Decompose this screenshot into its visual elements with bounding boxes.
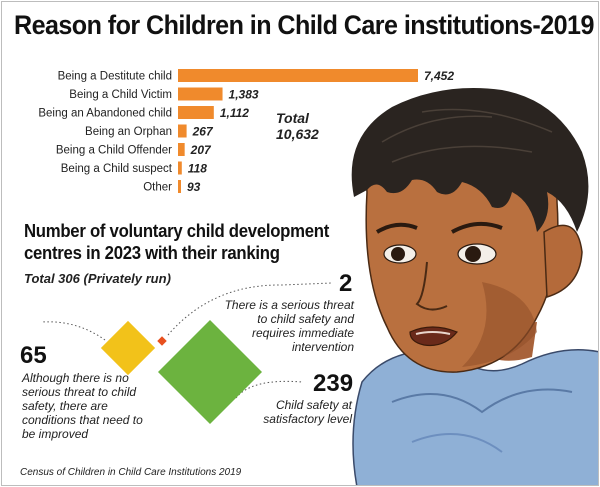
bar-value-label: 93 [187, 180, 201, 194]
total-label: Total [276, 110, 309, 126]
bar-value-label: 1,383 [229, 88, 259, 102]
bar [178, 87, 223, 101]
section-subtitle: Total 306 (Privately run) [24, 271, 171, 286]
bar-value-label: 7,452 [424, 69, 454, 83]
satisfactory-description: Child safety at satisfactory level [263, 398, 352, 426]
needs-improvement-description: Although there is no serious threat to c… [22, 371, 143, 441]
bar-label: Being a Destitute child [58, 71, 172, 83]
bar-label: Other [143, 182, 172, 194]
bar-value-label: 1,112 [220, 106, 249, 120]
page-title: Reason for Children in Child Care instit… [14, 10, 594, 40]
serious-threat-description: There is a serious threat to child safet… [224, 298, 354, 354]
source-note: Census of Children in Child Care Institu… [20, 467, 242, 478]
bar-label: Being an Abandoned child [38, 108, 172, 120]
bar [178, 124, 187, 138]
serious-threat-count: 2 [339, 270, 353, 297]
satisfactory-count: 239 [313, 370, 354, 397]
bar-value-label: 267 [192, 125, 214, 139]
diamond-65 [100, 320, 156, 376]
bar-label: Being an Orphan [85, 126, 172, 138]
connector-line [41, 321, 106, 341]
bar [178, 161, 182, 175]
diamond-239 [158, 320, 262, 424]
bar-value-label: 207 [190, 143, 212, 157]
section-title: Number of voluntary child development ce… [24, 221, 329, 263]
bar-label: Being a Child suspect [61, 163, 173, 175]
total-value: 10,632 [276, 126, 319, 142]
bar-value-label: 118 [188, 162, 207, 176]
bar [178, 180, 181, 193]
bar [178, 106, 214, 119]
bar-label: Being a Child Offender [56, 145, 172, 157]
child-illustration [351, 88, 598, 485]
bar-label: Being a Child Victim [69, 89, 172, 101]
diamond-2 [157, 336, 167, 346]
bar [178, 69, 418, 82]
connector-line [167, 282, 333, 336]
bar [178, 143, 185, 156]
needs-improvement-count: 65 [20, 342, 47, 369]
total-annotation: Total 10,632 [276, 110, 319, 142]
